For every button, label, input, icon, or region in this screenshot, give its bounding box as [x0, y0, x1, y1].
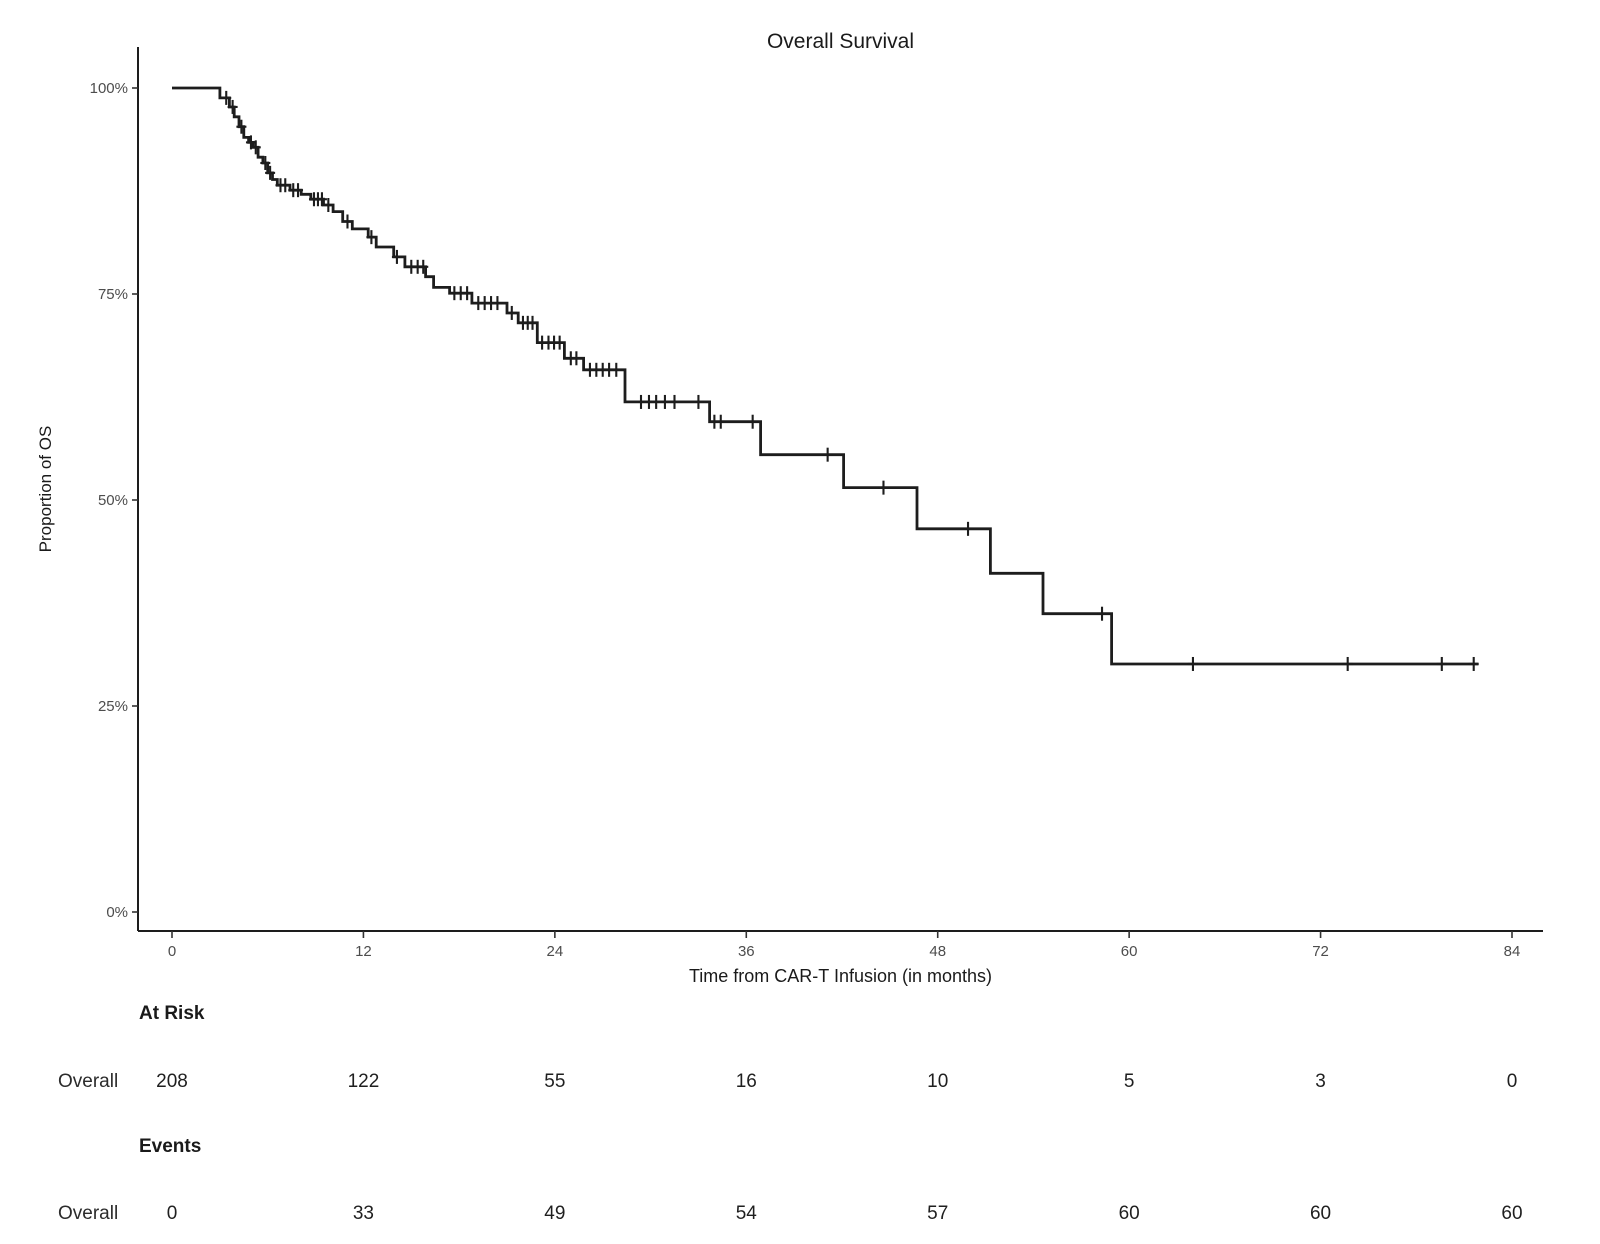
- events-heading: Events: [139, 1136, 202, 1157]
- at-risk-value: 3: [1315, 1071, 1326, 1092]
- at-risk-heading: At Risk: [139, 1003, 205, 1024]
- x-tick-label: 84: [1504, 943, 1521, 960]
- x-tick-label: 72: [1312, 943, 1329, 960]
- events-row-label: Overall: [58, 1203, 119, 1224]
- events-value: 60: [1501, 1203, 1523, 1224]
- events-value: 57: [927, 1203, 949, 1224]
- at-risk-value: 122: [347, 1071, 380, 1092]
- events-value: 33: [352, 1203, 374, 1224]
- at-risk-value: 0: [1506, 1071, 1518, 1092]
- at-risk-row-label: Overall: [58, 1071, 119, 1092]
- x-tick-label: 12: [355, 943, 372, 960]
- events-value: 60: [1309, 1203, 1332, 1224]
- events-value: 0: [166, 1203, 178, 1224]
- at-risk-value: 55: [544, 1071, 566, 1092]
- events-value: 60: [1118, 1203, 1140, 1224]
- x-axis-title: Time from CAR-T Infusion (in months): [688, 966, 993, 986]
- km-curve-overall: [172, 86, 1479, 666]
- y-tick-label: 50%: [98, 492, 128, 509]
- km-plot-svg: 0 12 24 36 48 60 72 84 0% 25% 50% 75% 100%: [90, 47, 1543, 960]
- at-risk-value: 16: [735, 1071, 757, 1092]
- x-tick-label: 60: [1121, 943, 1138, 960]
- x-tick-label: 0: [168, 943, 176, 960]
- y-tick-label: 25%: [98, 698, 128, 715]
- y-tick-label: 100%: [90, 80, 128, 97]
- x-tick-label: 36: [738, 943, 755, 960]
- chart-title: Overall Survival: [766, 30, 915, 53]
- y-tick-label: 0%: [106, 904, 128, 921]
- events-value: 49: [544, 1203, 566, 1224]
- x-tick-label: 24: [547, 943, 564, 960]
- at-risk-value: 10: [927, 1071, 949, 1092]
- at-risk-value: 5: [1123, 1071, 1135, 1092]
- at-risk-value: 208: [156, 1071, 188, 1092]
- x-tick-label: 48: [929, 943, 946, 960]
- events-value: 54: [735, 1203, 757, 1224]
- y-tick-label: 75%: [98, 286, 128, 303]
